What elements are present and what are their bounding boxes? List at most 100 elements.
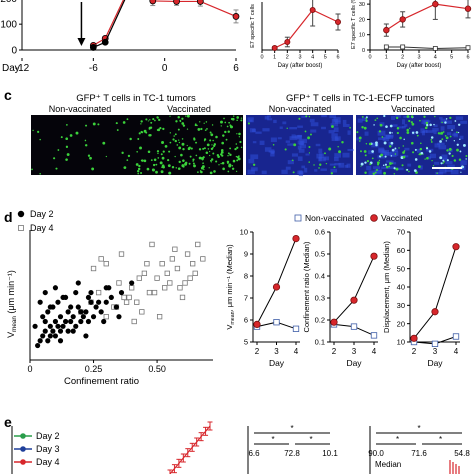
gfp-t-cell: [155, 170, 158, 174]
d-scatter-day2-point: [93, 304, 99, 310]
gfp-t-cell: [231, 167, 235, 170]
gfp-t-cell: [39, 138, 41, 141]
d-scatter-day2-point: [45, 338, 51, 344]
gfp-t-cell: [167, 164, 171, 168]
d-scatter-day4-point: [141, 270, 148, 276]
d-confinement-vaccinated-point: [370, 252, 378, 260]
d-scatter-day2-point: [57, 314, 64, 320]
gfp-t-cell: [137, 138, 140, 141]
gfp-t-cell: [105, 155, 107, 158]
ecfp-texture: [320, 168, 327, 171]
gfp-t-cell: [138, 164, 141, 168]
d-displacement-x-tick-label: 4: [454, 347, 459, 356]
gfp-t-cell: [436, 172, 438, 174]
gfp-t-cell: [172, 138, 175, 140]
ecfp-texture: [277, 137, 282, 140]
gfp-t-cell: [97, 123, 100, 126]
gfp-t-cell: [391, 148, 395, 152]
gfp-t-cell: [364, 161, 367, 164]
d-vmean-x-tick-label: 2: [255, 347, 260, 356]
gfp-t-cell: [313, 164, 315, 166]
d-displacement-y-tick-label: 40: [397, 283, 405, 292]
ecfp-texture: [264, 147, 272, 152]
ecfp-texture: [281, 169, 288, 174]
chart-top-right: 0 1 2 3 4 5 6 0 10 20 30 Day (after boost) E7 specif…: [351, 0, 472, 69]
gfp-t-cell: [365, 142, 368, 145]
ecfp-texture: [400, 154, 406, 158]
d-vmean-x-tick-label: 4: [294, 347, 299, 356]
ecfp-texture: [407, 163, 412, 167]
top-right-y-tick-label: 20: [359, 17, 365, 23]
ecfp-texture: [249, 128, 256, 133]
d-scatter-day2-point: [52, 318, 59, 325]
gfp-t-cell: [147, 120, 149, 122]
d-displacement-y-label: Displacement, μm (Median): [382, 241, 391, 333]
d-vmean-non-vaccinated-point: [292, 325, 300, 332]
gfp-t-cell: [456, 143, 459, 146]
gfp-t-cell: [247, 122, 251, 125]
gfp-t-cell: [442, 131, 445, 133]
e-middle-median-value: 72.8: [284, 449, 300, 458]
ecfp-texture: [252, 141, 257, 144]
d-vmean-vaccinated-point: [253, 320, 261, 328]
ecfp-texture: [321, 126, 326, 130]
top-right-non-vaccinated-point: [465, 45, 471, 51]
d-vmean-y-tick-label: 7: [244, 294, 248, 303]
d-vmean-y-label: Vmean, μm min⁻¹ (Median): [225, 244, 236, 330]
gfp-t-cell: [432, 165, 435, 167]
d-scatter-day2-point: [68, 318, 74, 325]
ecfp-texture: [460, 120, 468, 124]
top-right-vaccinated-point: [399, 16, 406, 23]
gfp-t-cell: [152, 163, 156, 167]
gfp-t-cell: [393, 173, 396, 175]
gfp-t-cell: [371, 157, 374, 160]
top-middle-x-tick-label: 0: [260, 55, 263, 61]
ecfp-texture: [247, 117, 254, 123]
top-left-point: [89, 44, 97, 51]
d-vmean-y-label-sub: mean: [230, 311, 236, 324]
gfp-t-cell: [231, 165, 234, 167]
gfp-t-cell: [378, 130, 382, 133]
d-scatter-day2-point: [55, 323, 61, 329]
gfp-t-cell: [136, 150, 138, 153]
d-scatter-day2-point: [52, 285, 59, 291]
top-left-x-label: Day:: [2, 63, 23, 74]
ecfp-texture: [388, 134, 394, 138]
gfp-t-cell: [319, 163, 322, 166]
gfp-t-cell: [211, 144, 213, 146]
gfp-t-cell: [338, 150, 341, 154]
top-left-y-tick-label: 100: [0, 20, 17, 31]
gfp-t-cell: [192, 158, 195, 161]
top-middle-x-tick-label: 2: [286, 55, 289, 61]
gfp-t-cell: [393, 167, 396, 170]
gfp-t-cell: [127, 154, 131, 158]
ecfp-texture: [455, 116, 464, 120]
gfp-t-cell: [391, 132, 393, 134]
gfp-t-cell: [85, 124, 88, 127]
gfp-t-cell: [456, 131, 458, 134]
gfp-t-cell: [364, 154, 367, 157]
ecfp-texture: [310, 129, 317, 133]
top-right-non-vaccinated-point: [400, 44, 406, 50]
gfp-t-cell: [457, 123, 461, 127]
ecfp-texture: [273, 119, 277, 124]
chart-e-middle: * * * 6.6 72.8 10.1: [247, 424, 338, 474]
gfp-t-cell: [430, 138, 433, 141]
d-confinement-x-tick-label: 2: [332, 347, 337, 356]
gfp-t-cell: [188, 162, 191, 165]
d-scatter-day2-point: [40, 314, 46, 320]
d-scatter-day2-point: [40, 333, 46, 339]
gfp-t-cell: [235, 170, 238, 173]
e-legend-marker: [20, 459, 26, 465]
gfp-t-cell: [395, 167, 399, 171]
d-scatter-day2-point: [75, 304, 81, 310]
gfp-t-cell: [220, 120, 223, 124]
gfp-t-cell: [456, 148, 459, 152]
d-confinement-x-tick-label: 4: [372, 347, 377, 356]
gfp-t-cell: [145, 131, 148, 134]
top-middle-x-label: Day (after boost): [278, 63, 323, 69]
ecfp-texture: [289, 136, 298, 141]
gfp-t-cell: [446, 159, 449, 162]
top-left-point: [196, 0, 204, 5]
gfp-t-cell: [175, 167, 177, 169]
